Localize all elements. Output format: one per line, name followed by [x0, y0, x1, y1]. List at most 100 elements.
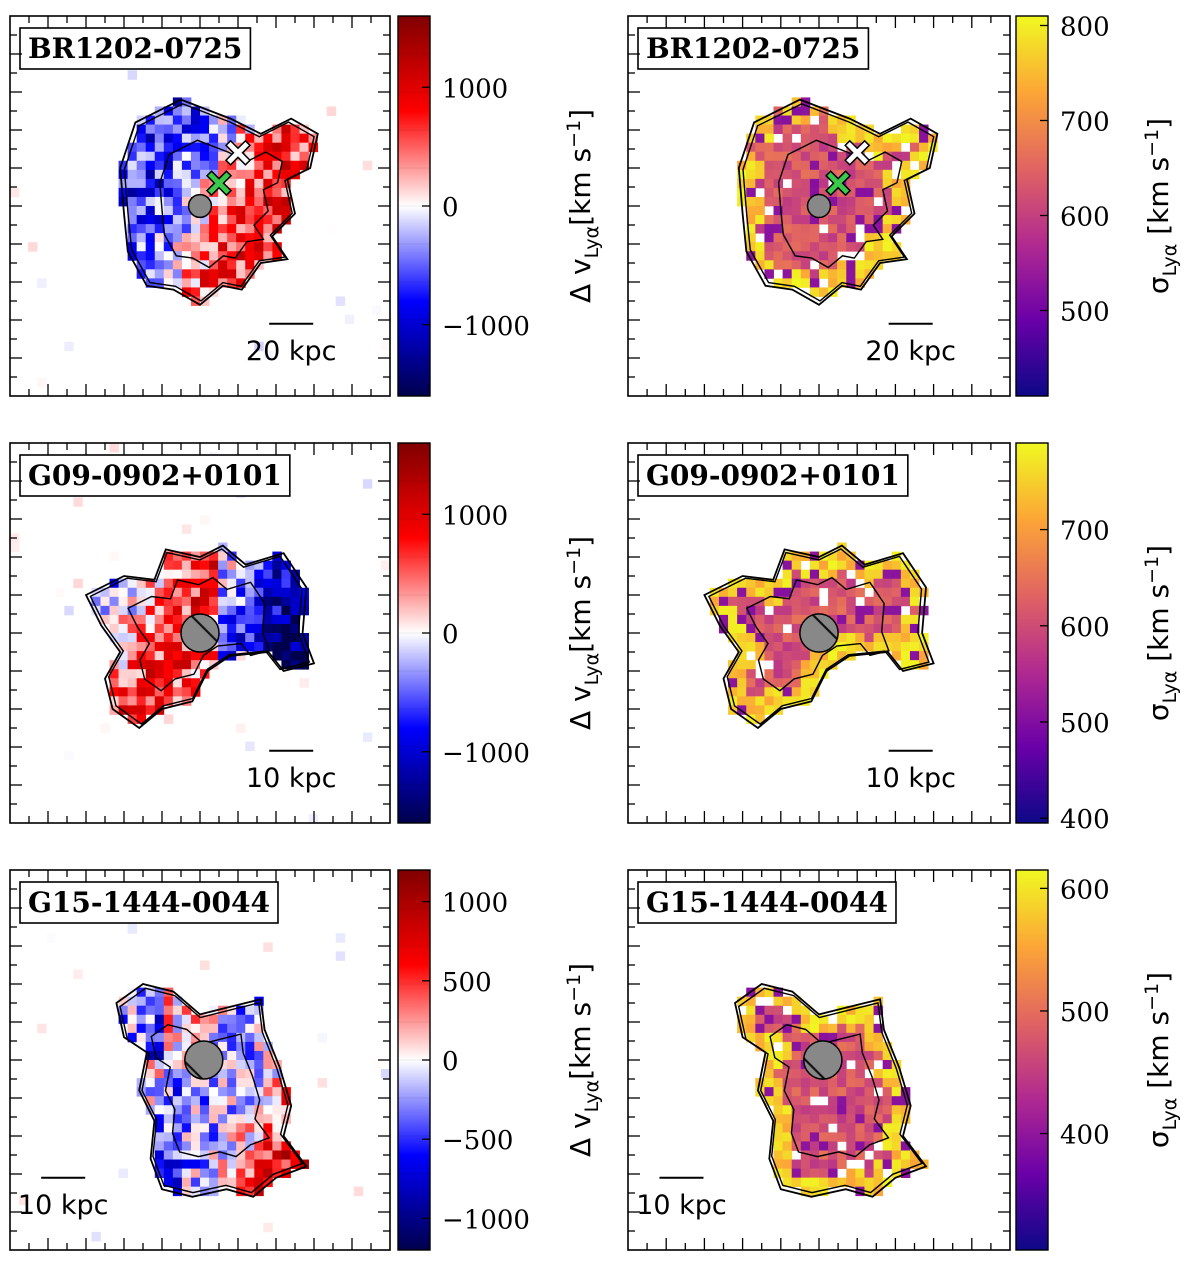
- map-pixel: [227, 1123, 237, 1133]
- map-pixel: [290, 124, 300, 135]
- map-pixel: [209, 115, 219, 125]
- map-pixel: [172, 1177, 183, 1188]
- map-pixel: [109, 551, 119, 562]
- map-pixel: [864, 1050, 874, 1061]
- map-pixel: [163, 714, 174, 724]
- map-pixel: [163, 233, 174, 243]
- map-pixel: [136, 651, 147, 661]
- map-pixel: [837, 1159, 847, 1169]
- map-pixel: [855, 196, 865, 207]
- map-pixel: [755, 1087, 765, 1097]
- map-pixel: [864, 1168, 874, 1179]
- map-pixel: [891, 605, 902, 616]
- map-pixel: [837, 560, 847, 571]
- map-pixel: [746, 233, 756, 243]
- map-pixel: [782, 1132, 793, 1142]
- map-pixel: [809, 1087, 820, 1097]
- colorbar-tick-label: 600: [1060, 203, 1110, 233]
- map-pixel: [181, 196, 192, 207]
- map-pixel: [254, 160, 264, 171]
- map-pixel: [864, 160, 874, 171]
- map-pixel: [782, 651, 793, 661]
- map-pixel: [837, 578, 847, 589]
- map-pixel: [737, 642, 747, 652]
- map-pixel: [371, 305, 382, 315]
- map-pixel: [227, 596, 237, 607]
- map-pixel: [37, 377, 47, 388]
- map-pixel: [163, 596, 174, 607]
- map-pixel: [819, 560, 829, 571]
- map-pixel: [37, 278, 47, 288]
- map-pixel: [873, 151, 884, 162]
- map-pixel: [127, 687, 138, 697]
- map-pixel: [190, 560, 201, 571]
- map-pixel: [828, 133, 838, 144]
- map-pixel: [227, 614, 237, 625]
- map-pixel: [127, 1032, 138, 1043]
- map-pixel: [272, 1105, 282, 1115]
- map-pixel: [127, 678, 138, 688]
- map-pixel: [163, 1060, 174, 1070]
- map-pixel: [764, 187, 774, 198]
- map-pixel: [127, 196, 138, 207]
- map-pixel: [218, 1114, 228, 1124]
- map-pixel: [764, 642, 774, 652]
- map-pixel: [281, 587, 291, 598]
- map-pixel: [263, 1114, 273, 1124]
- map-pixel: [236, 1141, 246, 1151]
- map-pixel: [181, 1105, 192, 1115]
- map-pixel: [245, 233, 255, 243]
- map-pixel: [200, 1023, 210, 1034]
- map-pixel: [172, 560, 183, 571]
- map-pixel: [145, 1023, 156, 1034]
- map-pixel: [181, 1177, 192, 1188]
- map-pixel: [190, 151, 201, 162]
- map-pixel: [190, 651, 201, 661]
- map-pixel: [218, 560, 228, 571]
- map-pixel: [873, 633, 884, 643]
- map-pixel: [163, 269, 174, 279]
- map-pixel: [163, 1114, 174, 1124]
- map-pixel: [100, 596, 110, 607]
- map-pixel: [236, 178, 246, 189]
- map-pixel: [200, 569, 210, 580]
- map-pixel: [755, 633, 765, 643]
- map-pixel: [819, 1032, 829, 1043]
- map-pixel: [791, 696, 802, 706]
- map-pixel: [245, 1096, 255, 1106]
- map-pixel: [737, 605, 747, 616]
- map-pixel: [172, 1096, 183, 1106]
- map-pixel: [755, 1041, 765, 1052]
- map-pixel: [163, 1177, 174, 1188]
- map-pixel: [118, 660, 129, 670]
- map-pixel: [118, 642, 129, 652]
- map-pixel: [272, 642, 282, 652]
- map-pixel: [837, 614, 847, 625]
- map-pixel: [782, 633, 793, 643]
- map-pixel: [846, 1123, 856, 1133]
- map-pixel: [218, 651, 228, 661]
- map-pixel: [254, 1060, 264, 1070]
- map-pixel: [800, 1141, 811, 1151]
- map-pixel: [281, 669, 291, 679]
- map-pixel: [154, 1050, 165, 1061]
- map-pixel: [855, 1132, 865, 1142]
- map-pixel: [145, 1050, 156, 1061]
- map-pixel: [136, 269, 147, 279]
- map-pixel: [755, 142, 765, 153]
- map-pixel: [227, 178, 237, 189]
- map-pixel: [746, 660, 756, 670]
- map-pixel: [791, 660, 802, 670]
- map-pixel: [837, 1132, 847, 1142]
- map-pixel: [154, 124, 165, 135]
- map-pixel: [809, 278, 820, 288]
- map-pixel: [190, 1087, 201, 1097]
- map-pixel: [145, 696, 156, 706]
- map-pixel: [800, 1032, 811, 1043]
- map-pixel: [245, 596, 255, 607]
- map-pixel: [773, 206, 784, 216]
- map-pixel: [828, 260, 838, 270]
- map-pixel: [873, 614, 884, 625]
- map-pixel: [154, 169, 165, 180]
- map-pixel: [764, 696, 774, 706]
